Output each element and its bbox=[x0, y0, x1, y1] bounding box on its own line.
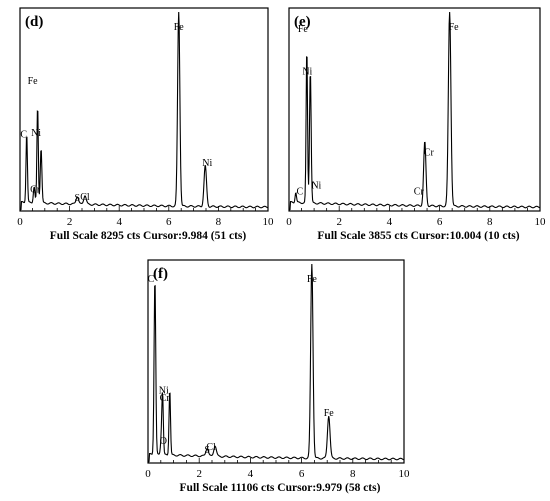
plot-frame bbox=[147, 259, 405, 464]
peak-label-cr: Cr bbox=[30, 185, 41, 196]
peak-label-ni: Ni bbox=[311, 181, 321, 192]
peak-label-cr: Cr bbox=[424, 147, 435, 158]
eds-panel-2: (f) 0 2 4 6 8 10 Full Scale 11106 cts Cursor:9.… bbox=[145, 259, 411, 494]
x-tick-label: 6 bbox=[299, 468, 305, 480]
x-tick-label: 10 bbox=[399, 468, 411, 480]
x-tick-label: 8 bbox=[350, 468, 356, 480]
peak-label-ni: Ni bbox=[202, 158, 212, 169]
peak-label-fe: Fe bbox=[28, 76, 39, 87]
peak-label-s: S bbox=[75, 193, 81, 204]
x-tick-label: 0 bbox=[145, 468, 151, 480]
peak-label-c: C bbox=[296, 187, 303, 198]
peak-label-c: C bbox=[148, 274, 155, 285]
panel-letter: (f) bbox=[153, 266, 168, 282]
spectrum-caption: Full Scale 11106 cts Cursor:9.979 (58 ct… bbox=[180, 482, 381, 494]
peak-label-o: O bbox=[160, 436, 167, 447]
spectrum-caption: Full Scale 8295 cts Cursor:9.984 (51 cts… bbox=[50, 230, 247, 242]
spectrum-caption: Full Scale 3855 cts Cursor:10.004 (10 ct… bbox=[317, 230, 519, 242]
panel-letter: (e) bbox=[294, 14, 311, 30]
peak-label-cr: Cr bbox=[414, 187, 425, 198]
plot-frame bbox=[19, 7, 269, 212]
x-tick-label: 6 bbox=[437, 216, 443, 228]
x-tick-label: 2 bbox=[336, 216, 342, 228]
x-tick-label: 10 bbox=[535, 216, 547, 228]
x-tick-label: 0 bbox=[286, 216, 292, 228]
peak-label-fe: Fe bbox=[449, 22, 460, 33]
peak-label-ni: Ni bbox=[31, 128, 41, 139]
spectrum-line bbox=[19, 11, 269, 211]
x-tick-label: 4 bbox=[387, 216, 393, 228]
x-tick-label: 4 bbox=[116, 216, 122, 228]
peak-label-fe: Fe bbox=[174, 22, 185, 33]
peak-label-ni: Ni bbox=[302, 66, 312, 77]
x-tick-label: 8 bbox=[216, 216, 222, 228]
x-tick-label: 2 bbox=[67, 216, 73, 228]
eds-panel-0: (d) 0 2 4 6 8 10 Full Scale 8295 cts Cursor:9.9… bbox=[17, 7, 275, 242]
x-tick-label: 2 bbox=[196, 468, 202, 480]
peak-label-fe: Fe bbox=[307, 274, 318, 285]
x-tick-label: 4 bbox=[248, 468, 254, 480]
eds-panel-1: (e) 0 2 4 6 8 10 Full Scale 3855 cts Cursor:10.… bbox=[286, 7, 547, 242]
panel-letter: (d) bbox=[25, 14, 43, 30]
peak-label-ni: Ni bbox=[159, 386, 169, 397]
spectrum-line bbox=[288, 11, 541, 211]
x-tick-label: 0 bbox=[17, 216, 23, 228]
x-tick-label: 6 bbox=[166, 216, 172, 228]
x-tick-label: 10 bbox=[263, 216, 275, 228]
peak-label-s: S bbox=[204, 445, 210, 456]
peak-label-cr: Cr bbox=[160, 393, 171, 404]
peak-label-cl: Cl bbox=[206, 442, 216, 453]
plot-frame bbox=[288, 7, 541, 212]
spectrum-line bbox=[147, 263, 405, 463]
peak-label-fe: Fe bbox=[324, 408, 335, 419]
peak-label-fe: Fe bbox=[298, 24, 309, 35]
peak-label-cl: Cl bbox=[80, 192, 90, 203]
peak-label-c: C bbox=[20, 129, 27, 140]
x-tick-label: 8 bbox=[487, 216, 493, 228]
